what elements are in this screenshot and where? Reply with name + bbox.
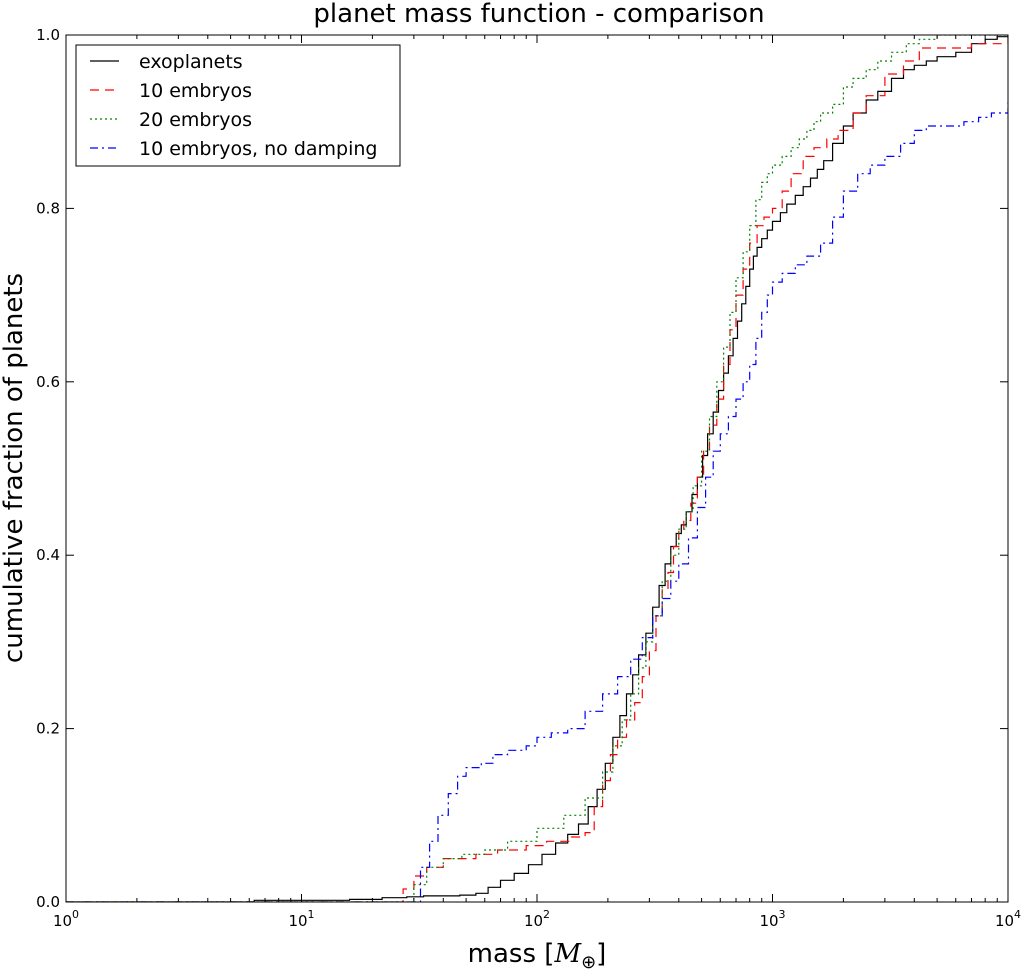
y-tick-label-0: 0.0 xyxy=(36,893,60,911)
x-tick-label-2: 102 xyxy=(524,908,550,930)
y-tick-label-4: 0.8 xyxy=(36,199,60,217)
series-line-2 xyxy=(66,35,1008,902)
x-axis-label: mass [M⊕] xyxy=(468,939,607,970)
y-axis-label: cumulative fraction of planets xyxy=(0,273,29,663)
legend-label-2: 20 embryos xyxy=(139,109,252,131)
legend-label-3: 10 embryos, no damping xyxy=(139,138,378,160)
x-tick-label-3: 103 xyxy=(759,908,785,930)
y-tick-label-2: 0.4 xyxy=(36,546,60,564)
x-axis-label-prefix: mass [ xyxy=(468,939,555,969)
x-tick-label-0: 100 xyxy=(53,908,79,930)
x-tick-label-4: 104 xyxy=(995,908,1021,930)
x-axis-label-symbol: M xyxy=(553,939,582,969)
x-axis-label-suffix: ] xyxy=(596,939,606,969)
x-tick-label-1: 101 xyxy=(288,908,314,930)
legend-frame xyxy=(75,44,401,167)
y-tick-label-5: 1.0 xyxy=(36,26,60,44)
chart-title: planet mass function - comparison xyxy=(313,0,764,29)
x-axis-label-subscript: ⊕ xyxy=(581,952,596,970)
y-tick-label-3: 0.6 xyxy=(36,373,60,391)
y-tick-label-1: 0.2 xyxy=(36,720,60,738)
legend: exoplanets 10 embryos 20 embryos 10 embryos… xyxy=(75,44,401,167)
series-line-1 xyxy=(66,35,1008,902)
legend-label-1: 10 embryos xyxy=(139,80,252,102)
legend-label-0: exoplanets xyxy=(139,51,243,73)
tick-layer: 100 101 102 103 104 0.0 0.2 0.4 0.6 0.8 1.0 xyxy=(36,26,1021,930)
series-line-3 xyxy=(66,100,1008,902)
series-layer xyxy=(66,35,1008,902)
